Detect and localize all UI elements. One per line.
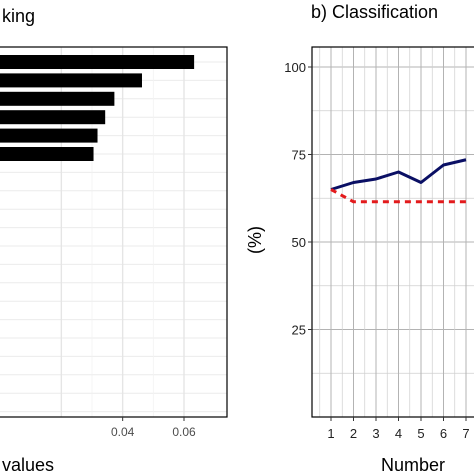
x-tick-label: 3 (372, 426, 379, 441)
bar (0, 110, 106, 125)
bar (0, 128, 98, 143)
left-grid (0, 47, 227, 417)
left-bars (0, 55, 195, 161)
y-tick-label: 25 (292, 323, 306, 338)
y-tick-label: 75 (292, 148, 306, 163)
x-tick-label: 6 (440, 426, 447, 441)
x-tick-label: 1 (327, 426, 334, 441)
right-panel-title: b) Classification (311, 2, 438, 22)
series-line-solid (330, 158, 467, 191)
right-grid (312, 47, 474, 417)
right-plot-border (311, 46, 474, 418)
right-y-ticks: 25 50 75 100 (284, 60, 312, 338)
x-tick-label: 2 (350, 426, 357, 441)
bar (0, 73, 142, 88)
right-y-axis-title: (%) (245, 226, 265, 254)
bar (0, 91, 115, 106)
left-x-axis-title: values (2, 455, 54, 474)
right-series (330, 158, 467, 204)
left-panel-title: king (2, 6, 35, 26)
y-tick-label: 100 (284, 60, 306, 75)
left-plot-background (0, 47, 227, 417)
series-line-dashed (330, 188, 466, 204)
left-plot-border (0, 46, 228, 418)
x-tick-label: 7 (462, 426, 469, 441)
bar (0, 55, 195, 69)
x-tick-label: 0.04 (111, 425, 135, 439)
x-tick-label: 0.06 (172, 425, 196, 439)
left-panel: king 0.04 0.06 values (0, 6, 228, 474)
right-x-axis-title: Number (381, 455, 445, 474)
y-tick-label: 50 (292, 235, 306, 250)
x-tick-label: 4 (395, 426, 402, 441)
bar (0, 147, 94, 161)
left-x-ticks: 0.04 0.06 (111, 417, 196, 439)
x-tick-label: 5 (417, 426, 424, 441)
